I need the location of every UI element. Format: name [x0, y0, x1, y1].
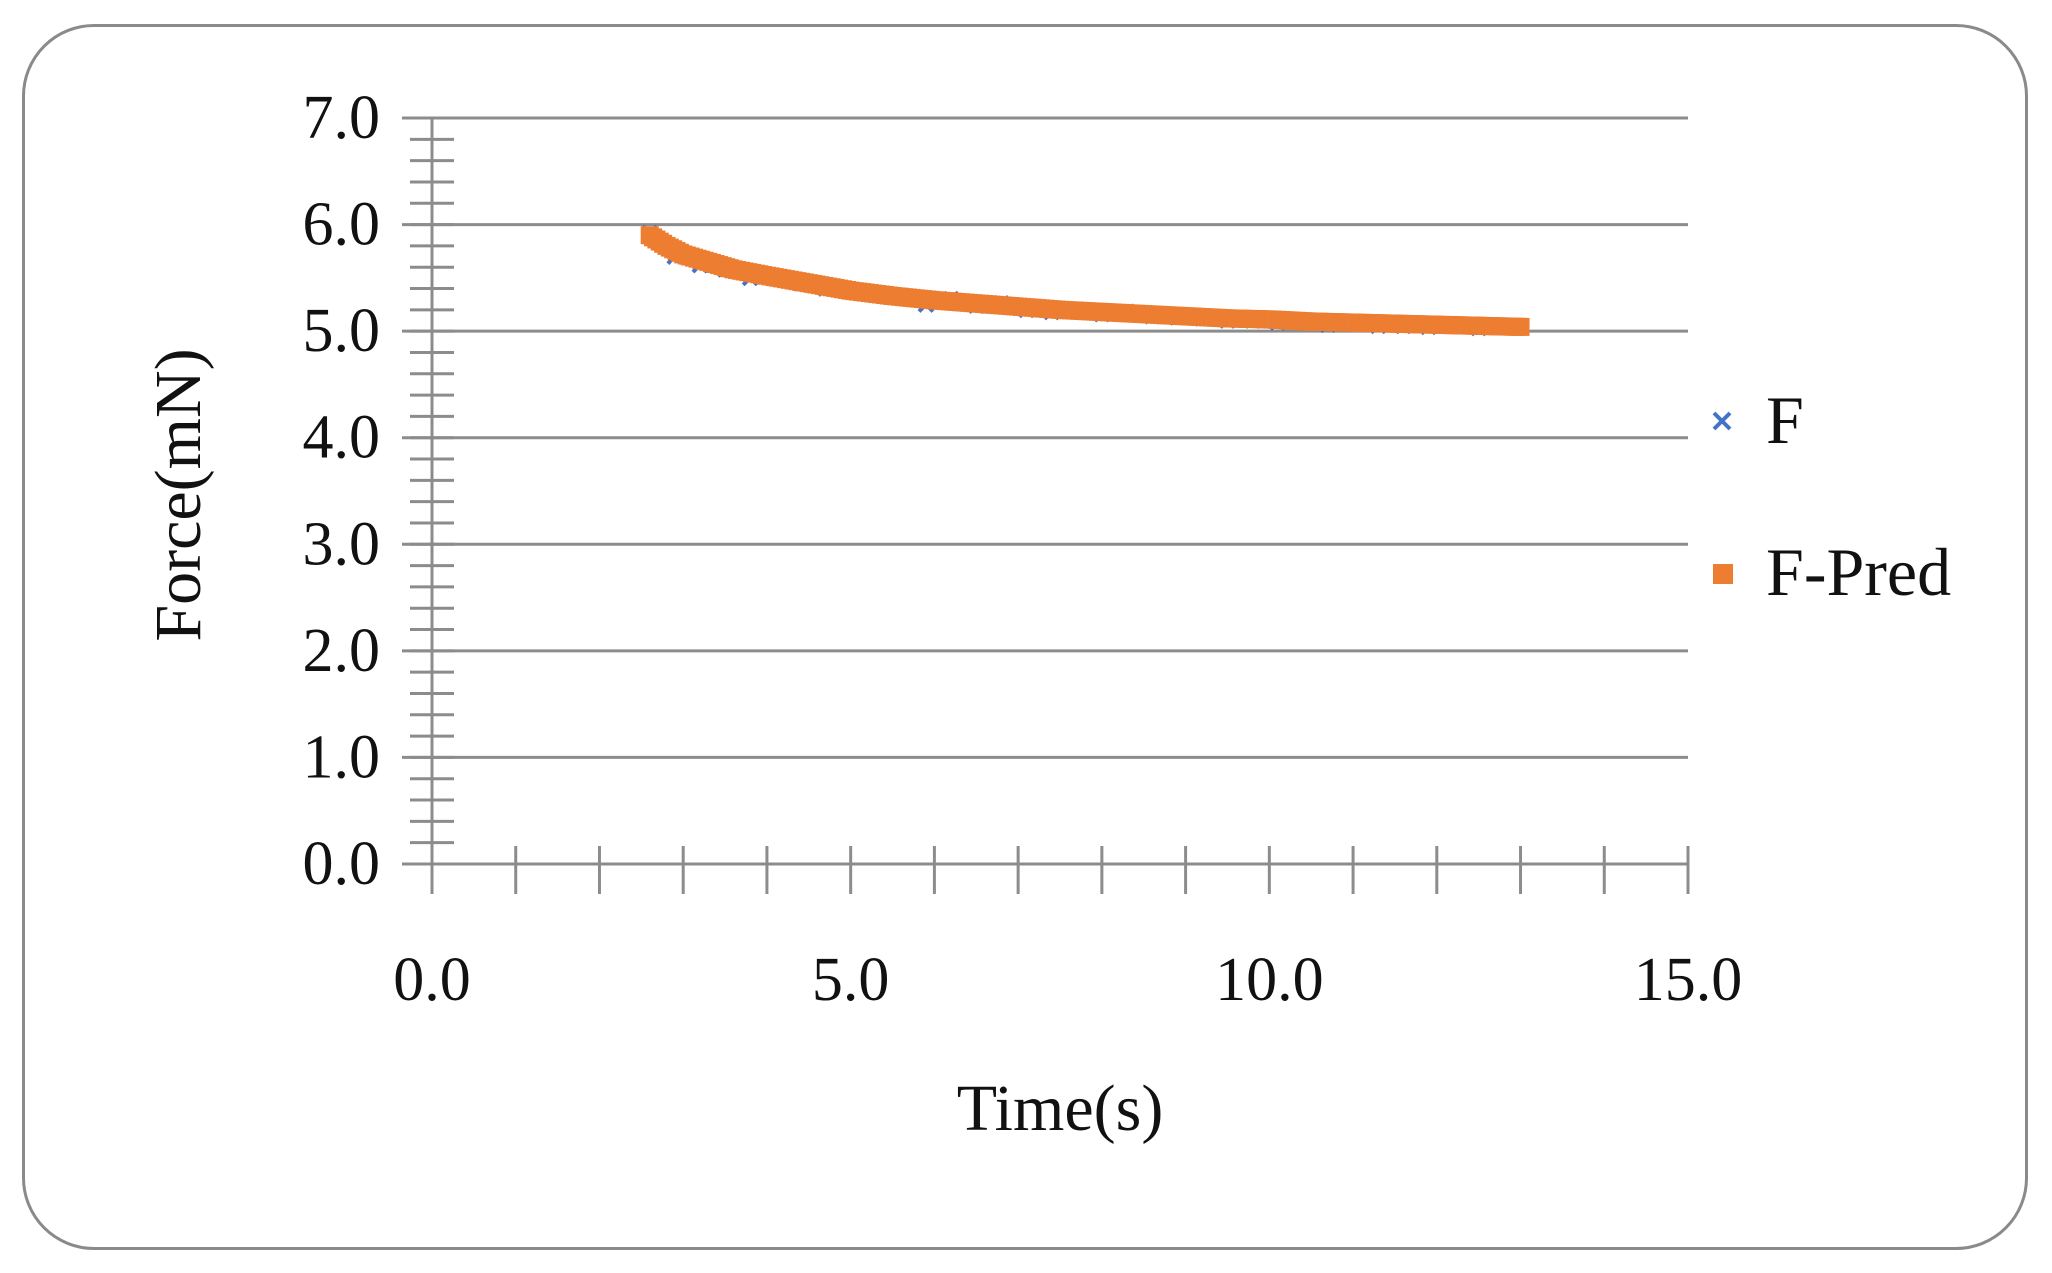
x-axis-title: Time(s) [957, 1072, 1164, 1145]
y-tick-label-5: 5.0 [303, 297, 381, 365]
legend-x-marker [1712, 411, 1732, 431]
legend-marker-f [1712, 411, 1732, 431]
tick-labels: 0.0 1.0 2.0 3.0 4.0 5.0 6.0 7.0 0.0 5.0 10.0 15.0 [303, 84, 1743, 1014]
y-tick-label-3: 3.0 [303, 510, 381, 578]
chart-frame [22, 24, 2028, 1250]
axes [402, 118, 1688, 894]
legend-marker-f-pred [1713, 564, 1733, 584]
legend: F F-Pred [1712, 382, 1951, 610]
x-tick-label-0: 0.0 [393, 946, 471, 1014]
tick-marks [410, 116, 1690, 894]
x-tick-label-1: 5.0 [812, 946, 890, 1014]
legend-label-f-pred: F-Pred [1766, 534, 1951, 610]
gridlines [402, 116, 1688, 759]
y-tick-label-4: 4.0 [303, 404, 381, 472]
y-axis-title: Force(mN) [142, 348, 215, 641]
legend-item-f: F [1712, 382, 1804, 458]
legend-square-marker [1713, 564, 1733, 584]
series-layer [640, 224, 1530, 337]
y-tick-label-7: 7.0 [303, 84, 381, 152]
point-f-pred-231 [1511, 317, 1530, 336]
legend-label-f: F [1766, 382, 1804, 458]
y-tick-label-6: 6.0 [303, 191, 381, 259]
x-tick-label-2: 10.0 [1215, 946, 1324, 1014]
legend-item-f-pred: F-Pred [1713, 534, 1951, 610]
x-tick-label-3: 15.0 [1634, 946, 1743, 1014]
y-tick-label-1: 1.0 [303, 723, 381, 791]
y-tick-label-2: 2.0 [303, 617, 381, 685]
y-tick-label-0: 0.0 [303, 830, 381, 898]
series-f-pred [640, 226, 1530, 336]
